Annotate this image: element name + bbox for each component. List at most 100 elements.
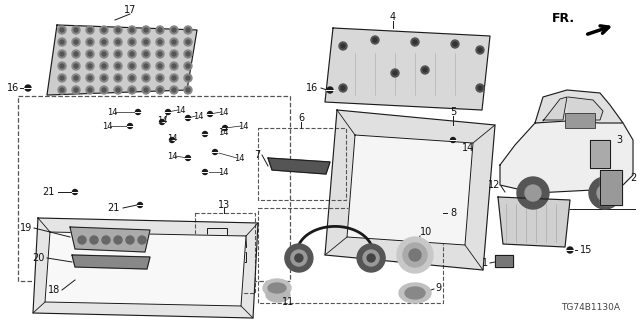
Ellipse shape — [405, 287, 425, 299]
Circle shape — [170, 38, 178, 46]
Circle shape — [397, 237, 433, 273]
Circle shape — [170, 26, 178, 34]
Circle shape — [144, 88, 148, 92]
Circle shape — [144, 28, 148, 32]
Circle shape — [295, 254, 303, 262]
Circle shape — [156, 62, 164, 70]
Circle shape — [88, 40, 92, 44]
Circle shape — [144, 76, 148, 80]
Circle shape — [88, 52, 92, 56]
Circle shape — [478, 48, 482, 52]
Circle shape — [100, 26, 108, 34]
Circle shape — [184, 38, 192, 46]
Text: 19: 19 — [20, 223, 32, 233]
Circle shape — [130, 52, 134, 56]
Circle shape — [60, 76, 64, 80]
Text: 6: 6 — [298, 113, 304, 123]
Text: 15: 15 — [580, 245, 593, 255]
Circle shape — [88, 64, 92, 68]
Text: 14: 14 — [175, 106, 186, 115]
Circle shape — [25, 85, 31, 91]
Text: 14: 14 — [102, 122, 113, 131]
Circle shape — [130, 64, 134, 68]
Circle shape — [88, 28, 92, 32]
Ellipse shape — [263, 279, 291, 297]
Circle shape — [86, 86, 94, 94]
Circle shape — [60, 40, 64, 44]
Circle shape — [128, 50, 136, 58]
Circle shape — [60, 52, 64, 56]
Circle shape — [100, 74, 108, 82]
Circle shape — [86, 26, 94, 34]
Circle shape — [130, 88, 134, 92]
Text: 11: 11 — [282, 297, 294, 307]
Circle shape — [58, 38, 66, 46]
Polygon shape — [500, 117, 633, 193]
Circle shape — [186, 88, 190, 92]
Circle shape — [128, 26, 136, 34]
Polygon shape — [347, 135, 473, 245]
Circle shape — [114, 38, 122, 46]
Circle shape — [126, 236, 134, 244]
Circle shape — [207, 111, 212, 116]
Circle shape — [142, 86, 150, 94]
Circle shape — [156, 26, 164, 34]
Circle shape — [102, 40, 106, 44]
Polygon shape — [45, 232, 246, 306]
Text: 14: 14 — [218, 127, 228, 137]
Circle shape — [58, 26, 66, 34]
Circle shape — [142, 26, 150, 34]
Circle shape — [597, 185, 613, 201]
Polygon shape — [70, 227, 150, 252]
Circle shape — [86, 50, 94, 58]
Circle shape — [373, 38, 377, 42]
Circle shape — [72, 189, 77, 195]
Circle shape — [170, 138, 175, 142]
Polygon shape — [72, 255, 150, 269]
Polygon shape — [568, 97, 603, 120]
Text: 18: 18 — [48, 285, 60, 295]
Circle shape — [116, 76, 120, 80]
Circle shape — [184, 74, 192, 82]
Circle shape — [285, 244, 313, 272]
Bar — [232, 235, 246, 247]
Circle shape — [144, 40, 148, 44]
Text: 4: 4 — [390, 12, 396, 22]
Circle shape — [74, 40, 78, 44]
Circle shape — [86, 62, 94, 70]
Circle shape — [421, 66, 429, 74]
Polygon shape — [325, 28, 490, 110]
Circle shape — [74, 64, 78, 68]
Text: 14: 14 — [234, 154, 244, 163]
Circle shape — [476, 84, 484, 92]
Text: 5: 5 — [450, 107, 456, 117]
Polygon shape — [325, 110, 495, 270]
Circle shape — [74, 88, 78, 92]
Circle shape — [156, 86, 164, 94]
Circle shape — [90, 236, 98, 244]
Circle shape — [88, 88, 92, 92]
Circle shape — [172, 52, 176, 56]
Circle shape — [158, 64, 162, 68]
Ellipse shape — [266, 288, 290, 302]
Circle shape — [478, 86, 482, 90]
Circle shape — [158, 28, 162, 32]
Text: 14: 14 — [218, 167, 228, 177]
Circle shape — [212, 149, 218, 155]
Text: 14: 14 — [218, 108, 228, 116]
Circle shape — [453, 42, 457, 46]
Circle shape — [423, 68, 427, 72]
Circle shape — [60, 64, 64, 68]
Circle shape — [184, 26, 192, 34]
Circle shape — [202, 170, 207, 174]
Text: 16: 16 — [7, 83, 19, 93]
Circle shape — [144, 52, 148, 56]
Circle shape — [74, 52, 78, 56]
Circle shape — [170, 50, 178, 58]
Circle shape — [409, 249, 421, 261]
Text: TG74B1130A: TG74B1130A — [561, 303, 620, 313]
Circle shape — [86, 74, 94, 82]
Circle shape — [476, 46, 484, 54]
Circle shape — [341, 44, 345, 48]
Circle shape — [116, 52, 120, 56]
